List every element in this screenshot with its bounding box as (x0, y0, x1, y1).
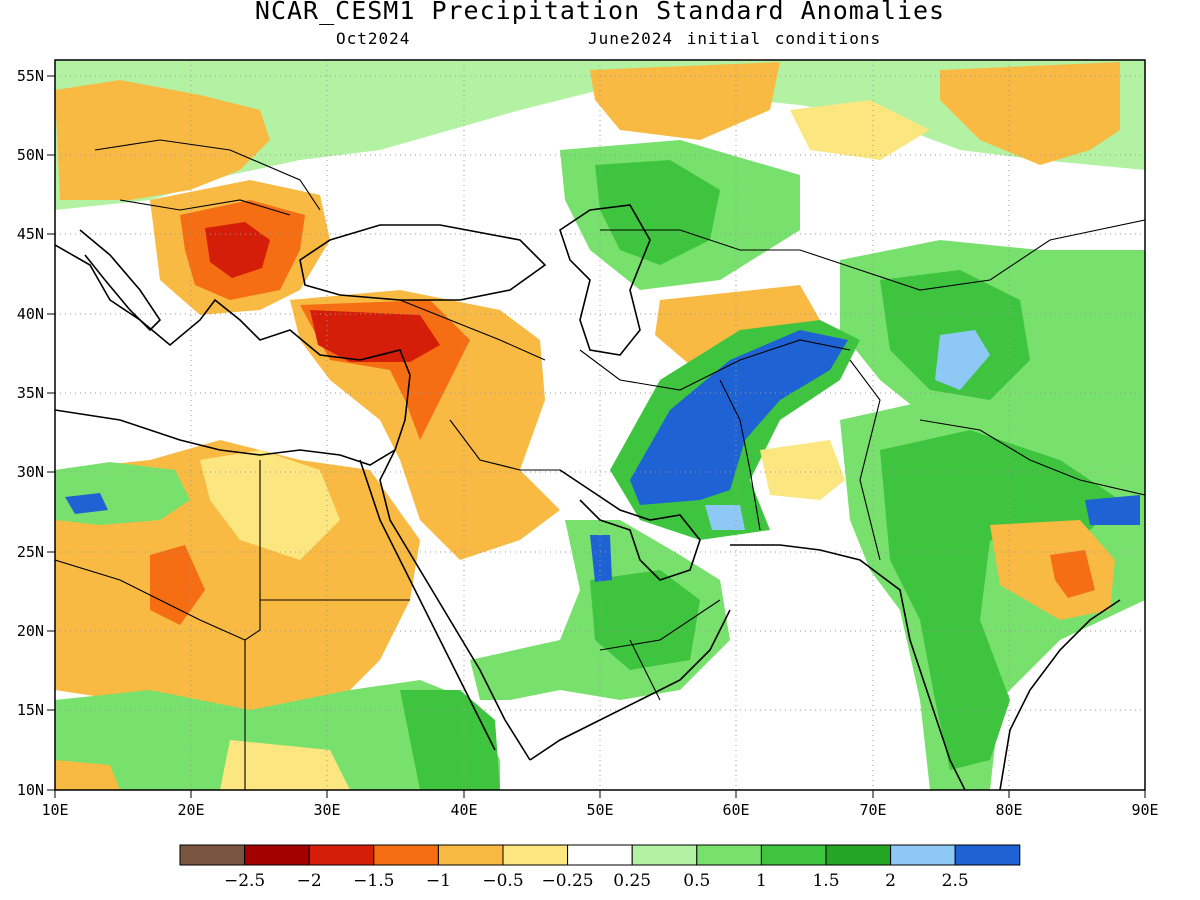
anomaly-region-siberia-dry (940, 62, 1120, 165)
colorbar-label: −1.5 (353, 871, 394, 891)
lat-label-55n: 55N (17, 67, 44, 85)
lat-label-35n: 35N (17, 384, 44, 402)
initial-conditions-note: June2024 initial conditions (588, 29, 882, 48)
colorbar-label: −1 (426, 871, 451, 891)
coastlines (55, 204, 1121, 790)
colorbar-swatch (760, 844, 827, 866)
anomaly-region-himalaya-blue (1085, 495, 1140, 525)
colorbar-swatch (502, 844, 569, 866)
lat-label-50n: 50N (17, 146, 44, 164)
anomaly-region-sahara-light-dry (200, 450, 340, 560)
colorbar-label: 1.5 (812, 871, 839, 891)
anomaly-region-kazakhstan-wetter (595, 160, 720, 265)
anomaly-region-india-dry (990, 520, 1115, 620)
lon-label-10e: 10E (41, 801, 68, 819)
anomaly-field (55, 60, 1145, 790)
colorbar-swatch (890, 844, 956, 866)
colorbar-label: 2.5 (942, 871, 969, 891)
colorbar-swatch (954, 844, 1021, 866)
lat-label-30n: 30N (17, 463, 44, 481)
anomaly-region-europe-light-green (55, 60, 1145, 210)
lat-label-15n: 15N (17, 701, 44, 719)
anomaly-region-india-very-dry (1050, 550, 1095, 598)
anomaly-region-iran-light-blue (705, 505, 745, 530)
latitude-labels: 10N 15N 20N 25N 30N 35N 40N 45N 50N 55N (17, 67, 44, 799)
forecast-month: Oct2024 (336, 29, 411, 48)
lon-label-30e: 30E (313, 801, 340, 819)
colorbar-swatch (631, 844, 698, 866)
anomaly-region-pakistan-dry (760, 440, 845, 500)
lat-label-45n: 45N (17, 225, 44, 243)
colorbar-swatch (437, 844, 504, 866)
colorbar-swatch (567, 844, 633, 866)
map-title: NCAR_CESM1 Precipitation Standard Anomal… (254, 0, 946, 25)
lat-label-40n: 40N (17, 305, 44, 323)
anomaly-region-west-sahel-dry (55, 760, 120, 790)
lat-label-20n: 20N (17, 622, 44, 640)
lon-label-50e: 50E (586, 801, 613, 819)
colorbar-label: 1 (756, 871, 767, 891)
colorbar-label: 0.5 (683, 871, 710, 891)
colorbar-swatch (244, 844, 310, 866)
anomaly-region-russia-dry (590, 62, 780, 140)
graticule (55, 60, 1145, 790)
colorbar: −2.5 −2 −1.5 −1 −0.5 −0.25 0.25 0.5 1 1.5 2 2.5 (179, 844, 1021, 891)
colorbar-label: −2 (297, 871, 322, 891)
lon-label-80e: 80E (995, 801, 1022, 819)
anomaly-region-sahel-wetter (400, 690, 500, 790)
longitude-labels: 10E 20E 30E 40E 50E 60E 70E 80E 90E (41, 801, 1158, 819)
anomaly-region-tajik-light-blue (935, 330, 990, 390)
lon-label-20e: 20E (177, 801, 204, 819)
colorbar-label: −2.5 (224, 871, 265, 891)
colorbar-label: −0.25 (542, 871, 594, 891)
colorbar-swatch (308, 844, 375, 866)
colorbar-swatch (825, 844, 892, 866)
colorbar-label: −0.5 (482, 871, 523, 891)
anomaly-region-arabia-wetter (590, 570, 700, 670)
anomaly-region-sahel-dry (220, 740, 350, 790)
colorbar-label: 2 (885, 871, 896, 891)
anomaly-region-gulf-blue (590, 535, 612, 582)
axis-ticks (47, 75, 1146, 798)
anomaly-region-india-wetter (880, 430, 1120, 770)
country-borders (55, 139, 1145, 790)
anomaly-region-sahel-wet (55, 680, 500, 790)
colorbar-label: 0.25 (613, 871, 651, 891)
lon-label-90e: 90E (1131, 801, 1158, 819)
colorbar-swatch (373, 844, 439, 866)
anomaly-region-siberia-dry-patch (790, 100, 930, 160)
anomaly-region-balkans-core (205, 222, 270, 278)
anomaly-region-libya-blue (65, 493, 108, 514)
lat-label-25n: 25N (17, 543, 44, 561)
lon-label-40e: 40E (450, 801, 477, 819)
lon-label-70e: 70E (859, 801, 886, 819)
anomaly-region-turkey-core (310, 310, 440, 362)
anomaly-region-iran-dry (655, 285, 820, 365)
colorbar-swatch (696, 844, 762, 866)
lon-label-60e: 60E (722, 801, 749, 819)
colorbar-swatch (179, 844, 246, 866)
lat-label-10n: 10N (17, 781, 44, 799)
